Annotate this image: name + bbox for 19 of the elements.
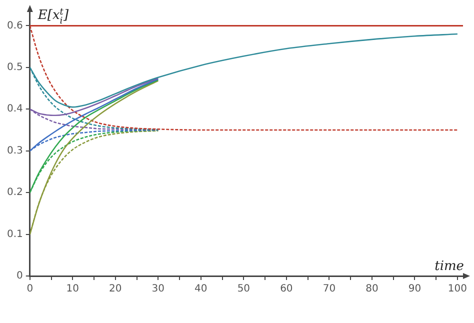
x-tick-label: 20 [109,284,122,295]
y-tick-label: 0.2 [6,187,23,198]
y-tick-label: 0 [16,270,23,282]
x-tick-label: 40 [194,284,208,295]
x-tick-label: 50 [237,284,250,295]
x-axis-title: time [434,259,464,274]
x-tick-label: 30 [152,284,165,295]
x-tick-label: 0 [26,284,34,295]
x-tick-label: 90 [408,284,422,295]
x-tick-label: 80 [366,284,378,295]
y-tick-label: 0.5 [6,62,23,73]
y-tick-label: 0.1 [6,228,23,240]
x-tick-label: 70 [322,284,336,295]
y-tick-label: 0.4 [6,104,23,115]
x-tick-label: 60 [280,284,293,295]
y-tick-label: 0.3 [6,145,23,156]
x-tick-label: 100 [448,284,467,295]
x-tick-label: 10 [66,284,80,295]
y-tick-label: 0.6 [6,20,23,32]
